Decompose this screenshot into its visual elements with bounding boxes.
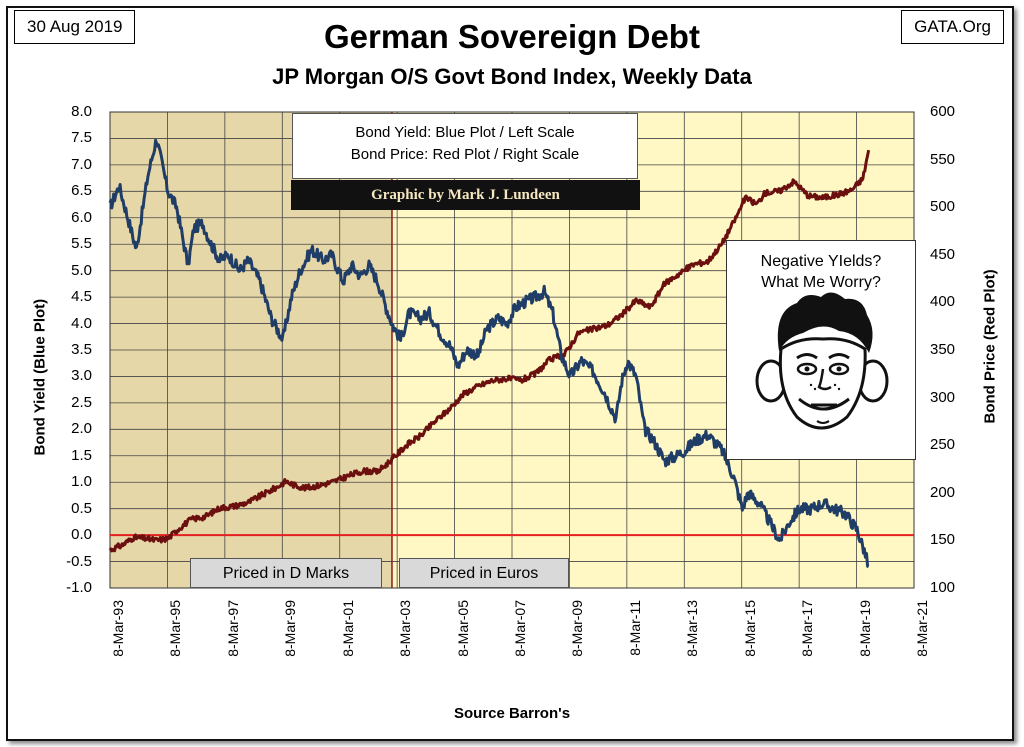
left-tick-label: 3.5 <box>71 341 92 358</box>
x-tick-label: 8-Mar-19 <box>856 600 873 657</box>
left-tick-label: 4.5 <box>71 288 92 306</box>
right-tick-label: 300 <box>930 388 956 406</box>
x-tick-label: 8-Mar-97 <box>224 600 241 657</box>
right-axis-title: Bond Price (Red Plot) <box>981 269 999 424</box>
x-tick-label: 8-Mar-09 <box>569 600 586 657</box>
left-tick-label: -1.0 <box>66 579 92 596</box>
legend-yield: Bond Yield: Blue Plot / Left Scale <box>355 124 575 141</box>
source-label: Source Barron's <box>453 705 571 722</box>
x-tick-label: 8-Mar-13 <box>684 600 701 657</box>
x-tick-label: 8-Mar-93 <box>110 600 126 657</box>
site-label: GATA.Org <box>901 10 1004 44</box>
x-tick-label: 8-Mar-07 <box>512 600 528 657</box>
chart-title: German Sovereign Debt <box>324 18 700 55</box>
x-tick-label: 8-Mar-95 <box>167 600 184 657</box>
left-tick-label: 0.0 <box>71 526 92 544</box>
left-tick-label: 2.5 <box>71 393 92 411</box>
left-tick-label: 4.0 <box>71 314 92 332</box>
x-tick-label: 8-Mar-01 <box>339 600 356 657</box>
right-tick-label: 550 <box>930 150 956 168</box>
callout-line1: Negative YIelds? <box>760 253 882 270</box>
bond-price-series <box>108 149 871 553</box>
x-tick-label: 8-Mar-17 <box>799 600 816 657</box>
left-tick-label: 1.0 <box>71 473 92 491</box>
left-tick-label: 8.0 <box>71 103 92 120</box>
left-tick-label: 0.5 <box>71 499 92 517</box>
callout-box: Negative YIelds? What Me Worry? <box>726 240 916 460</box>
left-tick-label: 1.5 <box>71 446 92 464</box>
cartoon-face-icon <box>755 292 889 430</box>
euros-tag: Priced in Euros <box>399 558 569 588</box>
x-tick-label: 8-Mar-11 <box>626 600 643 656</box>
right-tick-label: 600 <box>930 103 956 120</box>
x-tick-label: 8-Mar-05 <box>454 600 471 657</box>
x-tick-label: 8-Mar-21 <box>914 600 930 657</box>
x-tick-label: 8-Mar-15 <box>741 600 758 657</box>
left-tick-label: 3.0 <box>71 367 92 385</box>
legend-box: Bond Yield: Blue Plot / Left Scale Bond … <box>292 113 638 179</box>
left-tick-label: 5.5 <box>71 235 92 253</box>
right-tick-label: 150 <box>930 531 956 549</box>
x-tick-label: 8-Mar-99 <box>282 600 299 657</box>
callout-line2: What Me Worry? <box>761 274 881 291</box>
left-tick-label: 6.0 <box>71 208 92 226</box>
left-tick-label: 7.0 <box>71 155 92 173</box>
left-tick-label: 5.0 <box>71 261 92 279</box>
left-tick-label: 7.5 <box>71 129 92 147</box>
right-tick-label: 250 <box>930 436 956 454</box>
date-label: 30 Aug 2019 <box>14 10 136 44</box>
right-tick-label: 350 <box>930 341 956 358</box>
left-tick-label: 6.5 <box>71 182 92 200</box>
callout-text: Negative YIelds? What Me Worry? <box>727 251 915 293</box>
right-tick-label: 450 <box>930 245 956 263</box>
x-tick-label: 8-Mar-03 <box>397 600 414 657</box>
left-tick-label: -0.5 <box>66 552 92 570</box>
bond-yield-series <box>108 138 870 569</box>
legend-price: Bond Price: Red Plot / Right Scale <box>350 146 580 163</box>
chart-subtitle: JP Morgan O/S Govt Bond Index, Weekly Da… <box>272 64 752 89</box>
byline: Graphic by Mark J. Lundeen <box>291 180 640 210</box>
left-tick-label: 2.0 <box>71 420 92 438</box>
right-tick-label: 500 <box>930 198 956 216</box>
dmarks-tag: Priced in D Marks <box>190 558 382 588</box>
right-tick-label: 100 <box>930 579 956 596</box>
right-tick-label: 400 <box>930 293 956 311</box>
right-tick-label: 200 <box>930 483 956 501</box>
